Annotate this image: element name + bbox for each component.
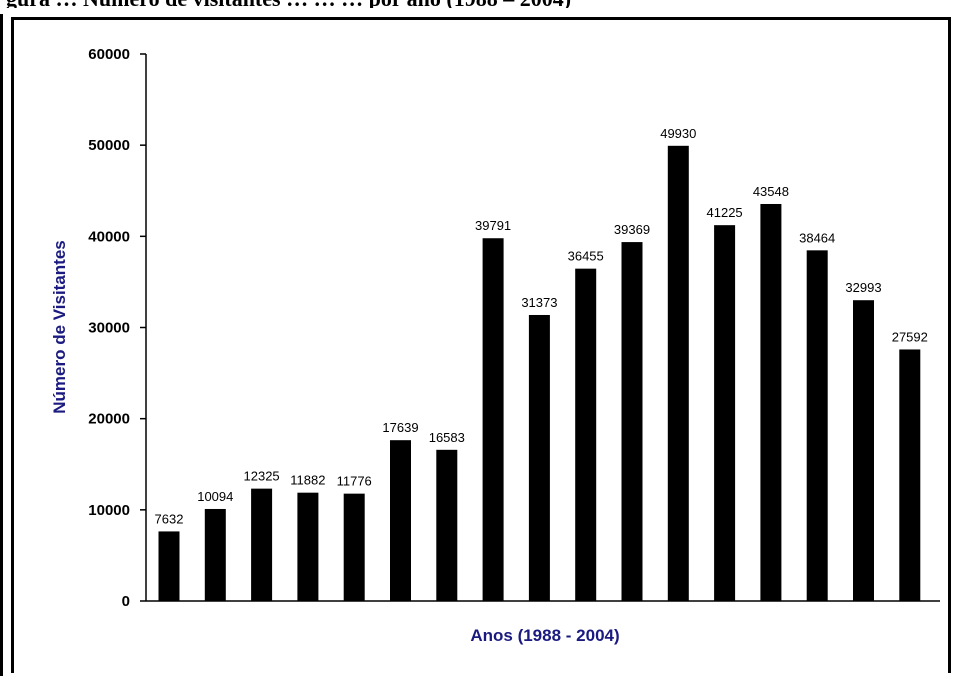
data-label: 27592 xyxy=(892,329,928,344)
bar xyxy=(667,145,689,601)
data-label: 11776 xyxy=(337,474,372,489)
data-label: 36455 xyxy=(568,249,604,264)
figure-caption: gura … Número de visitantes … … … por an… xyxy=(6,0,946,8)
bar xyxy=(158,531,180,601)
data-label: 7632 xyxy=(155,511,184,526)
data-label: 38464 xyxy=(799,230,835,245)
y-axis-title: Número de Visitantes xyxy=(50,240,69,414)
bar xyxy=(853,300,874,601)
data-label: 12325 xyxy=(244,469,280,484)
y-tick-label: 20000 xyxy=(88,411,130,428)
bar xyxy=(390,440,411,601)
x-axis-title: Anos (1988 - 2004) xyxy=(470,626,619,645)
bar xyxy=(575,268,597,601)
y-tick-label: 40000 xyxy=(88,228,130,245)
bar xyxy=(528,314,550,601)
bar xyxy=(204,508,226,601)
data-label: 39369 xyxy=(614,222,650,237)
page-left-rule xyxy=(0,14,3,676)
y-tick-label: 0 xyxy=(122,593,130,610)
bar xyxy=(760,203,782,601)
bar xyxy=(806,250,828,601)
y-tick-label: 60000 xyxy=(88,46,130,63)
data-label: 10094 xyxy=(197,489,233,504)
bar xyxy=(343,493,365,601)
bar xyxy=(714,225,736,602)
data-label: 41225 xyxy=(707,205,743,220)
bar xyxy=(899,349,921,601)
y-tick-label: 10000 xyxy=(88,502,130,519)
bar xyxy=(297,492,319,601)
data-label: 43548 xyxy=(753,184,789,199)
bar xyxy=(436,449,458,601)
y-tick-label: 50000 xyxy=(88,137,130,154)
data-label: 11882 xyxy=(290,473,325,488)
data-label: 16583 xyxy=(429,430,465,445)
bar xyxy=(621,242,643,602)
data-label: 17639 xyxy=(382,420,418,435)
data-label: 32993 xyxy=(845,280,881,295)
y-tick-label: 30000 xyxy=(88,320,130,337)
data-label: 39791 xyxy=(475,218,511,233)
bar xyxy=(251,488,273,601)
bar xyxy=(482,238,504,602)
data-label: 31373 xyxy=(521,295,557,310)
data-label: 49930 xyxy=(660,126,696,141)
